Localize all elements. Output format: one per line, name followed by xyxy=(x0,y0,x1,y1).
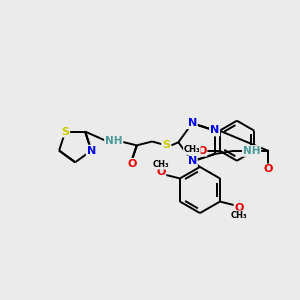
Text: N: N xyxy=(188,156,197,166)
Text: N: N xyxy=(210,125,219,136)
Text: O: O xyxy=(264,164,273,174)
Text: O: O xyxy=(156,167,165,177)
Text: CH₃: CH₃ xyxy=(184,146,200,154)
Text: N: N xyxy=(188,118,197,128)
Text: NH: NH xyxy=(243,146,260,156)
Text: S: S xyxy=(61,127,69,136)
Text: CH₃: CH₃ xyxy=(152,160,169,169)
Text: O: O xyxy=(235,203,244,213)
Text: O: O xyxy=(197,146,206,156)
Text: S: S xyxy=(162,140,170,150)
Text: O: O xyxy=(128,159,137,169)
Text: N: N xyxy=(87,146,96,156)
Text: CH₃: CH₃ xyxy=(231,211,247,220)
Text: NH: NH xyxy=(105,136,122,146)
